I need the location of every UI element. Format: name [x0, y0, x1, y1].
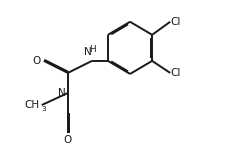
Text: Cl: Cl — [169, 17, 180, 27]
Text: N: N — [84, 47, 92, 57]
Text: O: O — [63, 135, 72, 145]
Text: H: H — [89, 45, 96, 54]
Text: 3: 3 — [41, 106, 46, 112]
Text: Cl: Cl — [169, 68, 180, 78]
Text: N: N — [58, 88, 66, 98]
Text: CH: CH — [25, 100, 40, 110]
Text: O: O — [32, 56, 40, 66]
